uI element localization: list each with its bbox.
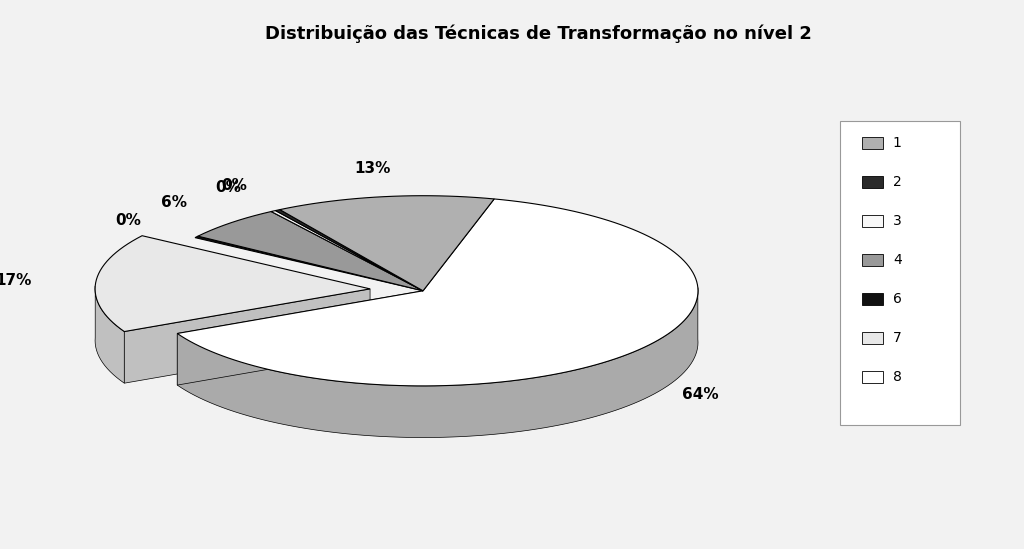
Text: 0%: 0% [221, 178, 247, 193]
Text: 6%: 6% [161, 195, 186, 210]
Text: 7: 7 [893, 331, 902, 345]
Text: 1: 1 [893, 136, 902, 149]
Polygon shape [195, 236, 423, 291]
Polygon shape [177, 199, 698, 386]
Bar [862, 293, 884, 305]
Bar [862, 254, 884, 266]
Polygon shape [177, 291, 423, 385]
Polygon shape [124, 289, 370, 383]
Text: 17%: 17% [0, 273, 32, 288]
Text: 0%: 0% [116, 213, 141, 228]
Text: 2: 2 [893, 175, 902, 189]
Polygon shape [275, 210, 423, 291]
Polygon shape [280, 195, 495, 291]
Polygon shape [177, 288, 698, 438]
Polygon shape [95, 236, 370, 332]
Text: 8: 8 [893, 371, 902, 384]
Text: 64%: 64% [682, 387, 719, 402]
Bar [862, 332, 884, 344]
Bar [862, 137, 884, 149]
Text: 13%: 13% [354, 161, 390, 176]
Text: Distribuição das Técnicas de Transformação no nível 2: Distribuição das Técnicas de Transformaç… [265, 25, 812, 43]
Text: 0%: 0% [215, 180, 242, 194]
Polygon shape [271, 211, 423, 291]
Text: 3: 3 [893, 214, 902, 228]
Bar [862, 176, 884, 188]
Bar [862, 215, 884, 227]
FancyBboxPatch shape [840, 121, 961, 425]
Text: 4: 4 [893, 253, 902, 267]
Polygon shape [198, 211, 423, 291]
Text: 6: 6 [893, 292, 902, 306]
Bar [862, 371, 884, 383]
Polygon shape [95, 286, 124, 383]
